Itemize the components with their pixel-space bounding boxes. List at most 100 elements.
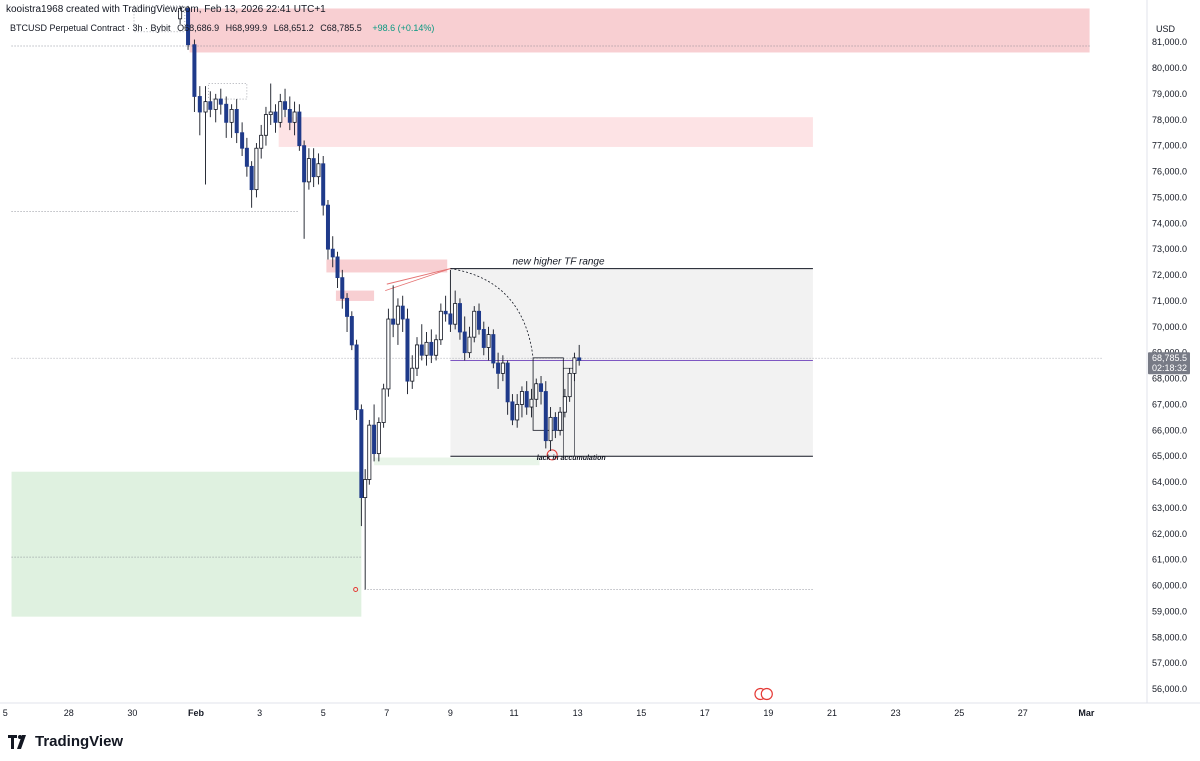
price-axis[interactable]: 81,000.0 80,000.0 79,000.0 78,000.0 77,000.0… (1146, 0, 1187, 703)
candle-body (372, 424, 377, 455)
price-tick-label: 80,000.0 (1152, 63, 1187, 73)
candle (548, 407, 553, 452)
candle-body (391, 318, 396, 325)
tradingview-logo-icon (8, 734, 26, 749)
candle (505, 360, 510, 415)
candle-body (529, 398, 534, 408)
last-price-value: 68,785.5 (1152, 353, 1187, 363)
time-tick-label: 9 (448, 708, 453, 718)
candle (491, 329, 496, 369)
time-tick-label: 3 (257, 708, 262, 718)
candle-body (335, 256, 340, 279)
candle-body (543, 391, 548, 442)
price-tick-label: 70,000.0 (1152, 322, 1187, 332)
candle-body (354, 344, 359, 411)
candle-body (505, 362, 510, 403)
candle-body (572, 357, 577, 374)
candle (515, 394, 520, 428)
price-tick-label: 76,000.0 (1152, 167, 1187, 177)
candle-body (519, 391, 524, 405)
symbol-name[interactable]: BTCUSD Perpetual Contract · 3h · Bybit (10, 23, 171, 33)
candle (311, 148, 316, 188)
time-tick-label: 5 (3, 708, 8, 718)
price-tick-label: 71,000.0 (1152, 296, 1187, 306)
time-axis[interactable]: 5 28 30 Feb 3 5 7 9 11 13 15 17 19 21 23 25 27 Mar (0, 687, 1200, 719)
candle-body (553, 416, 558, 431)
candle-body (467, 336, 472, 354)
candle-body (434, 339, 439, 356)
candle (354, 339, 359, 420)
symbol-legend[interactable]: BTCUSD Perpetual Contract · 3h · Bybit O… (10, 23, 438, 33)
candle-body (349, 316, 354, 346)
change-value: +98.6 (+0.14%) (372, 23, 435, 33)
candle-body (510, 401, 515, 421)
candle-body (240, 132, 245, 149)
price-tick-label: 79,000.0 (1152, 89, 1187, 99)
candle-body (229, 109, 234, 123)
candle (572, 352, 577, 382)
price-tick-label: 62,000.0 (1152, 529, 1187, 539)
candle-body (539, 383, 544, 392)
candle-body (297, 111, 302, 147)
economic-events-icon[interactable] (754, 687, 773, 701)
candle (400, 295, 405, 332)
candle-body (496, 362, 501, 374)
candle-body (453, 303, 458, 325)
candle (203, 86, 208, 185)
candles-layer (178, 5, 582, 590)
tradingview-logo[interactable]: TradingView (8, 733, 123, 750)
candle-body (263, 114, 268, 136)
price-tick-label: 77,000.0 (1152, 141, 1187, 151)
open-value: O68,686.9 (177, 23, 220, 33)
candle (292, 101, 297, 136)
candle-body (287, 109, 292, 123)
price-tick-label: 57,000.0 (1152, 658, 1187, 668)
candle-body (273, 111, 278, 123)
candle-body (524, 391, 529, 408)
currency-label[interactable]: USD (1156, 24, 1176, 34)
candle-body (224, 103, 229, 123)
candle (457, 298, 462, 340)
candle (395, 298, 400, 345)
time-tick-label: 27 (1018, 708, 1028, 718)
candle (244, 137, 249, 177)
candle-body (415, 344, 420, 369)
candle (577, 344, 582, 366)
candle (553, 412, 558, 439)
time-tick-label: 23 (891, 708, 901, 718)
candle (438, 303, 443, 345)
candle (273, 104, 278, 133)
annotation-label: lack in accumulation (537, 455, 606, 462)
candle (472, 306, 477, 343)
candle (429, 329, 434, 364)
candle (562, 388, 567, 418)
time-tick-label: 25 (954, 708, 964, 718)
candle (448, 269, 453, 332)
candle-body (302, 145, 307, 183)
price-tick-label: 74,000.0 (1152, 218, 1187, 228)
time-tick-label: 19 (763, 708, 773, 718)
time-tick-label: 15 (636, 708, 646, 718)
candle-body (395, 305, 400, 325)
candle-body (178, 8, 183, 20)
candle-body (359, 409, 364, 499)
candle-body (438, 310, 443, 341)
created-by-text: kooistra1968 created with TradingView.co… (6, 4, 326, 15)
candle-body (192, 44, 197, 97)
candle-body (386, 318, 391, 390)
candle-body (429, 341, 434, 356)
candle-body (234, 109, 239, 134)
time-tick-label: 11 (509, 708, 518, 718)
last-price-box (1148, 352, 1190, 375)
candle (218, 88, 223, 115)
top-box (133, 5, 186, 33)
candle (486, 326, 491, 361)
candle-body (562, 396, 567, 413)
price-tick-label: 56,000.0 (1152, 684, 1187, 694)
candle-body (424, 341, 429, 356)
time-tick-label: Mar (1078, 708, 1095, 718)
candle-body (443, 310, 448, 315)
annotation-layer: new higher TF range lack in accumulation (512, 257, 605, 462)
candle (213, 93, 218, 123)
